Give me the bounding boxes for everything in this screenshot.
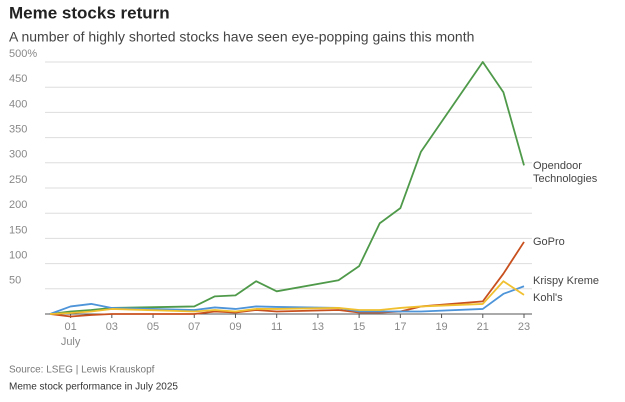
x-tick-label: 03 bbox=[106, 321, 118, 333]
series-line bbox=[49, 61, 525, 315]
x-tick-label: 23 bbox=[518, 321, 530, 333]
source: Source: LSEG | Lewis Krauskopf bbox=[9, 365, 155, 376]
x-tick-label: 09 bbox=[229, 321, 241, 333]
series-line bbox=[49, 285, 525, 315]
x-tick-label: 15 bbox=[353, 321, 365, 333]
y-tick-label: 200 bbox=[9, 199, 27, 211]
chart-subtitle: A number of highly shorted stocks have s… bbox=[9, 29, 474, 45]
x-tick-label: 05 bbox=[147, 321, 159, 333]
series-line bbox=[49, 280, 525, 315]
series-label: Krispy Kreme bbox=[533, 275, 600, 287]
caption: Meme stock performance in July 2025 bbox=[9, 382, 178, 393]
y-tick-label: 100 bbox=[9, 250, 27, 262]
x-tick-label: 13 bbox=[312, 321, 324, 333]
x-tick-label: 11 bbox=[271, 321, 282, 333]
x-tick-label: 07 bbox=[188, 321, 200, 333]
x-tick-label: 01 bbox=[64, 321, 76, 333]
x-tick-label: 17 bbox=[394, 321, 406, 333]
y-tick-label: 150 bbox=[9, 224, 27, 236]
series-label: Opendoor Technologies bbox=[533, 160, 598, 185]
x-tick-label: 19 bbox=[435, 321, 447, 333]
y-tick-label: 50 bbox=[9, 275, 21, 287]
y-tick-label: 350 bbox=[9, 124, 27, 136]
series-label: GoPro bbox=[533, 236, 565, 248]
y-tick-label: 400 bbox=[9, 98, 27, 110]
series-label: Kohl's bbox=[533, 292, 563, 304]
y-tick-label: 300 bbox=[9, 149, 27, 161]
y-tick-label: 450 bbox=[9, 73, 27, 85]
chart-title: Meme stocks return bbox=[9, 3, 170, 22]
x-sublabel: July bbox=[61, 336, 81, 348]
y-tick-label: 250 bbox=[9, 174, 27, 186]
y-tick-label: 500% bbox=[9, 48, 37, 60]
x-tick-label: 21 bbox=[477, 321, 489, 333]
